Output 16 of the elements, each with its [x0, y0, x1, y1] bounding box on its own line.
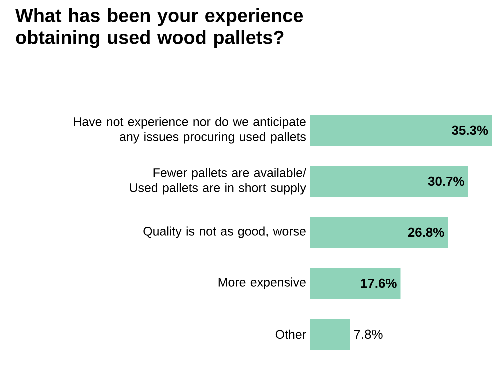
bar — [310, 115, 492, 146]
y-tick-label: Other — [276, 330, 306, 340]
y-tick-label: Fewer pallets are available/ Used pallets are in short supply — [130, 168, 306, 195]
y-tick-label: Have not experience nor do we anticipate any issues procuring used pallets — [74, 117, 306, 144]
bar — [310, 268, 401, 299]
data-label: 17.6% — [361, 278, 397, 288]
chart-title: What has been your experience obtaining used wood pallets? — [16, 8, 304, 48]
data-label: 7.8% — [354, 330, 383, 340]
y-tick-label: Quality is not as good, worse — [144, 226, 306, 238]
data-label: 30.7% — [428, 176, 464, 186]
y-tick-label: More expensive — [218, 278, 306, 290]
data-label: 26.8% — [408, 228, 444, 238]
bar — [310, 217, 448, 248]
bar — [310, 166, 468, 197]
data-label: 35.3% — [452, 126, 488, 136]
bar — [310, 318, 350, 350]
